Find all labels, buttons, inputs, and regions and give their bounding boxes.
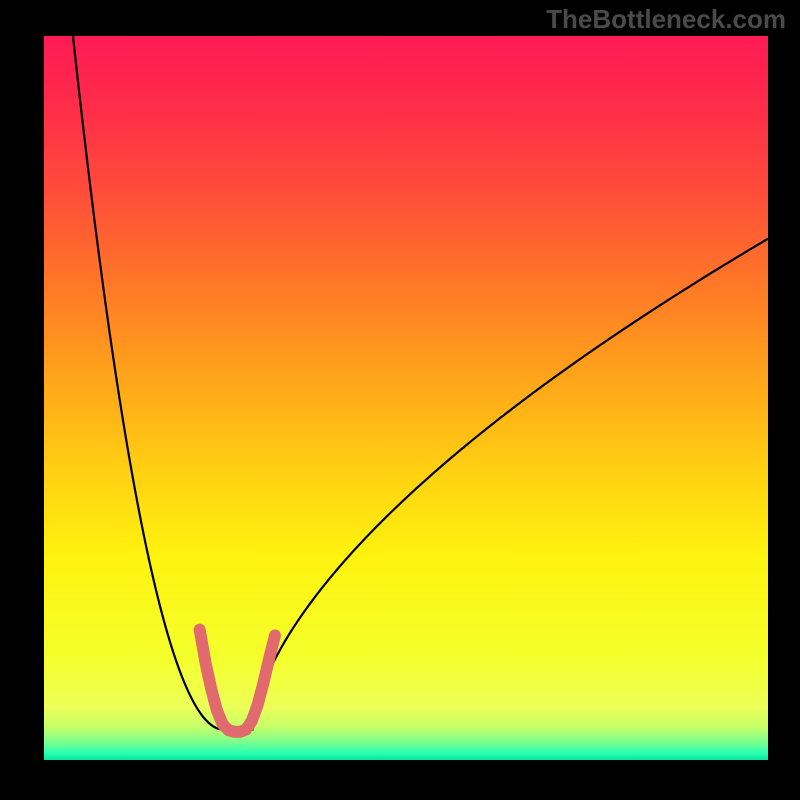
watermark-text: TheBottleneck.com [546,4,786,35]
plot-gradient-rect [44,36,768,760]
plot-svg [0,0,800,800]
